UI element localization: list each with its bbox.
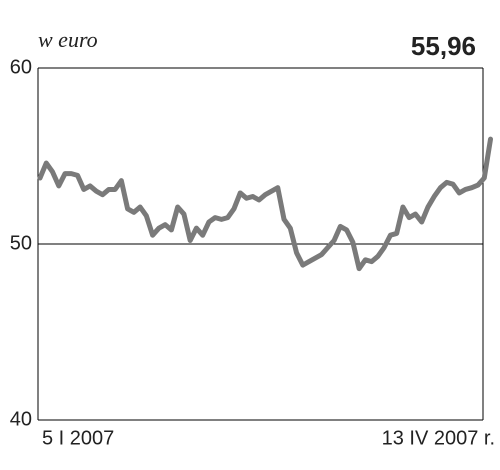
y-tick-label: 50 [10, 232, 32, 254]
chart-title: w euro [38, 27, 98, 52]
last-value-annotation: 55,96 [411, 31, 476, 61]
x-tick-label: 5 I 2007 [42, 427, 114, 449]
price-line [37, 136, 494, 272]
x-tick-label: 13 IV 2007 r. [382, 427, 495, 449]
y-tick-label: 40 [10, 408, 32, 430]
y-tick-label: 60 [10, 56, 32, 78]
